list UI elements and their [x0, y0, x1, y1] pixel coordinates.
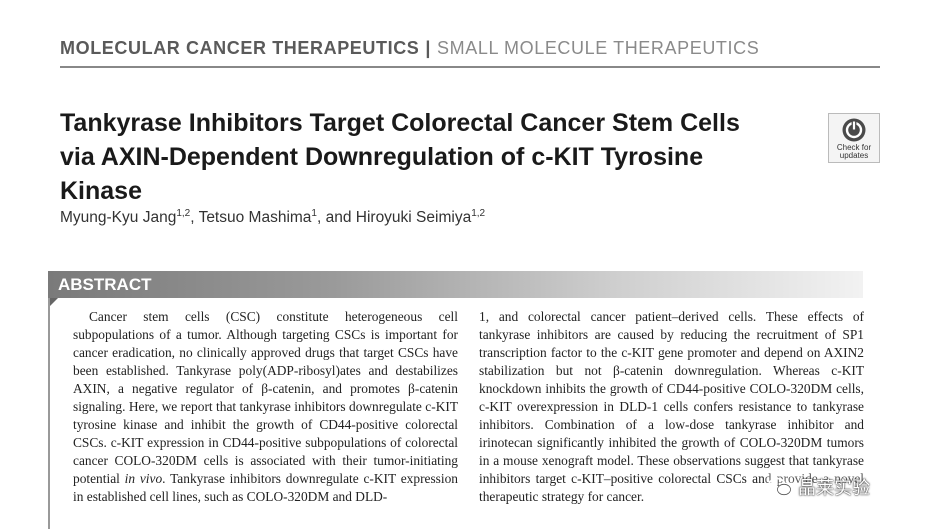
abstract-header-bar: ABSTRACT [48, 271, 863, 298]
abstract-border-notch [48, 298, 58, 308]
abstract-text: Cancer stem cells (CSC) constitute heter… [73, 309, 458, 486]
badge-line-2: updates [839, 151, 869, 160]
abstract-column-right: 1, and colorectal cancer patient–derived… [479, 308, 864, 506]
wechat-icon [768, 477, 791, 496]
author-affiliation: 1,2 [176, 208, 191, 219]
abstract-column-left: Cancer stem cells (CSC) constitute heter… [73, 308, 458, 506]
check-for-updates-button[interactable]: Check for updates [828, 113, 880, 163]
abstract-paragraph: 1, and colorectal cancer patient–derived… [479, 309, 864, 504]
author-name[interactable]: Hiroyuki Seimiya [355, 209, 472, 227]
author-list: Myung-Kyu Jang1,2, Tetsuo Mashima1, and … [60, 208, 780, 227]
abstract-heading: ABSTRACT [58, 275, 152, 294]
article-title: Tankyrase Inhibitors Target Colorectal C… [60, 109, 740, 205]
wechat-watermark: 晶莱实验 [764, 474, 874, 500]
badge-line-1: Check for [836, 143, 872, 152]
abstract-paragraph: Cancer stem cells (CSC) constitute heter… [73, 308, 458, 506]
journal-section: SMALL MOLECULE THERAPEUTICS [437, 38, 760, 58]
author-name[interactable]: Tetsuo Mashima [198, 209, 312, 227]
check-for-updates-text: Check for updates [837, 144, 871, 160]
header-rule [60, 66, 880, 68]
abstract-italic-text: in vivo [124, 471, 163, 486]
author-separator: , and [316, 209, 356, 227]
journal-name: MOLECULAR CANCER THERAPEUTICS [60, 38, 420, 58]
header-separator: | [425, 38, 432, 58]
watermark-text: 晶莱实验 [798, 478, 870, 499]
author-affiliation: 1 [311, 208, 317, 219]
author-name[interactable]: Myung-Kyu Jang [60, 209, 177, 227]
abstract-left-rule [48, 298, 50, 529]
journal-header: MOLECULAR CANCER THERAPEUTICS | SMALL MOLE… [60, 38, 880, 66]
check-for-updates-icon [842, 118, 866, 142]
author-affiliation: 1,2 [471, 208, 486, 219]
author-separator: , [190, 209, 199, 227]
abstract-text: . Tankyrase inhibitors downregulate c-KI… [73, 471, 459, 504]
